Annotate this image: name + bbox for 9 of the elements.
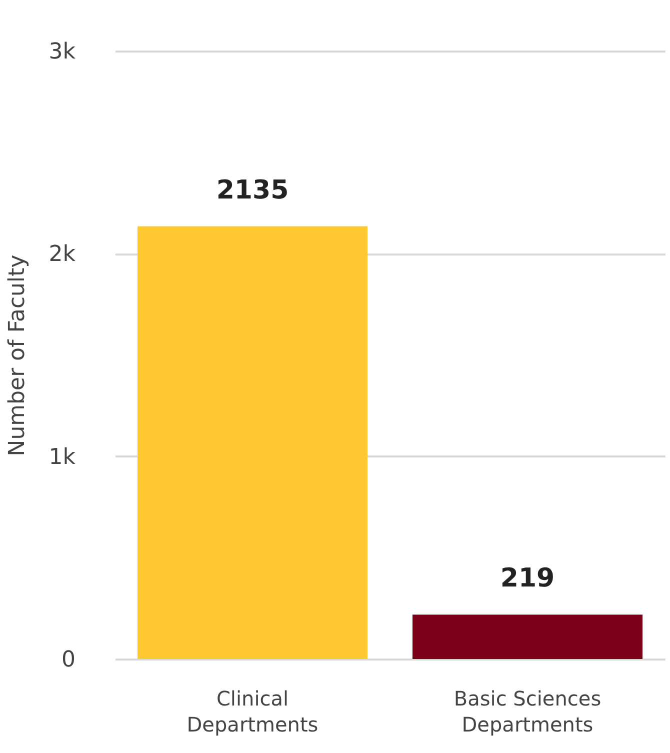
x-tick-label: Basic Sciences Departments [454, 686, 602, 736]
y-tick-label: 2k [48, 242, 76, 268]
y-tick-label: 0 [62, 648, 76, 672]
y-tick-label: 3k [48, 40, 76, 64]
data-label: 219 [500, 564, 555, 594]
y-axis-title: Number of Faculty [4, 254, 30, 456]
y-tick-label: 1k [48, 444, 76, 470]
x-tick-label: Clinical Departments [186, 686, 318, 736]
data-label: 2135 [216, 175, 289, 206]
